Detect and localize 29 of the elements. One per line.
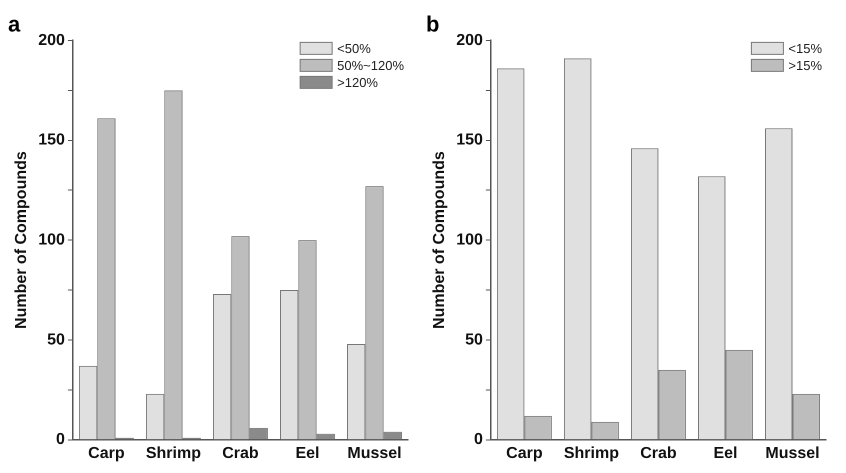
y-tick-label: 200 [456,32,483,49]
y-tick-label: 50 [47,331,65,348]
x-tick-label: Crab [640,444,677,462]
y-tick-label: 0 [56,431,65,448]
y-tick-label: 150 [38,132,65,149]
x-tick-label: Eel [713,444,738,462]
x-tick-label: Shrimp [564,444,620,462]
x-tick-label: Crab [222,444,259,462]
y-tick-label: 150 [456,132,483,149]
y-axis-title: Number of Compounds [13,151,30,329]
x-tick-label: Carp [88,444,125,462]
y-tick-label: 50 [465,331,483,348]
y-axis-title: Number of Compounds [431,151,448,329]
y-tick-label: 0 [474,431,483,448]
chart-title: b [426,11,440,36]
chart-title: a [8,11,21,36]
legend-label: >15% [788,58,822,73]
legend-label: <50% [337,40,372,56]
legend-label: 50%~120% [337,58,404,73]
legend-label: <15% [788,40,822,56]
x-tick-label: Carp [506,444,543,462]
x-tick-label: Mussel [347,444,402,462]
y-tick-label: 100 [38,232,65,249]
x-tick-label: Mussel [765,444,820,462]
y-tick-label: 100 [456,232,483,249]
y-tick-label: 200 [38,32,65,49]
x-tick-label: Eel [295,444,320,462]
x-tick-label: Shrimp [146,444,202,462]
legend-label: >120% [337,74,378,90]
